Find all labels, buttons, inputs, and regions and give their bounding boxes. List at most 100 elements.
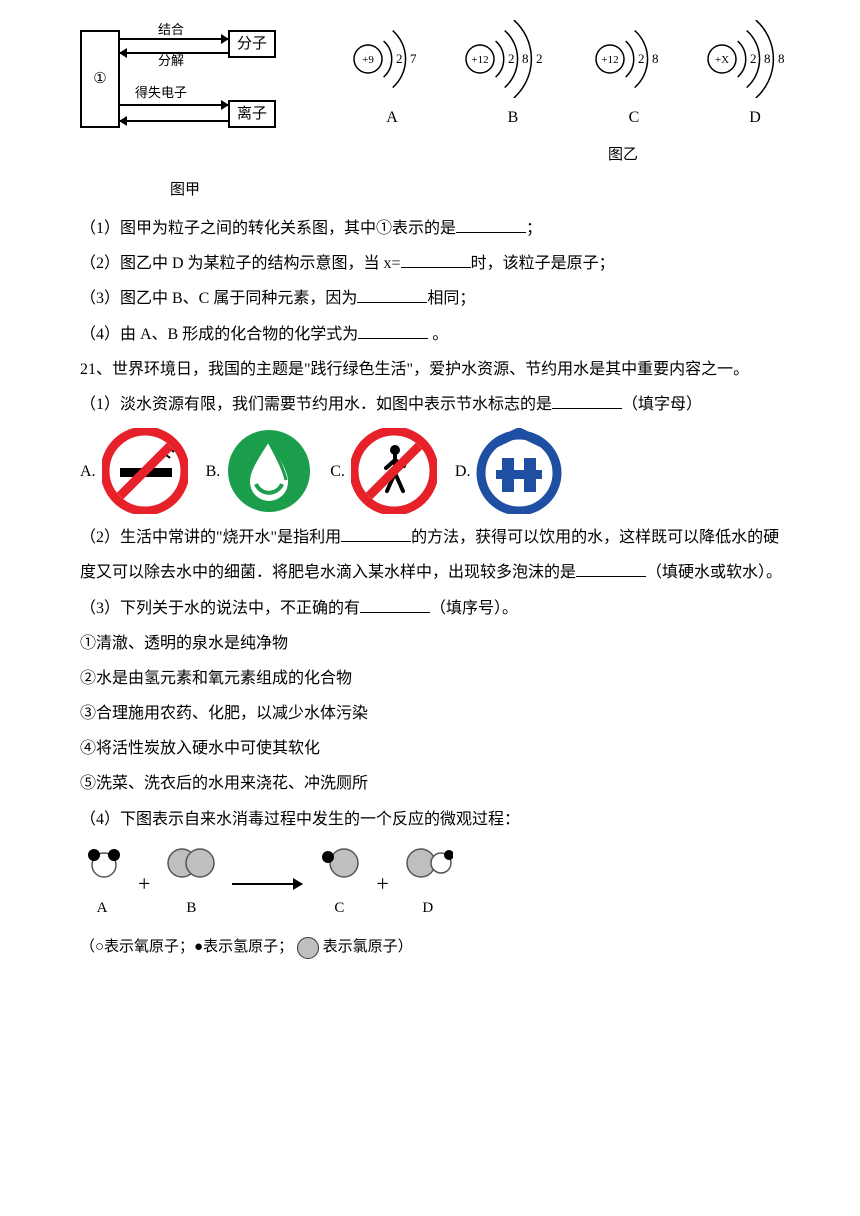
diagram-yi: +927A+12282B+1228C+X288D [350,20,806,135]
q4-end: 。 [428,326,448,343]
no-smoking-icon [102,428,188,514]
q21-3-text: （3）下列关于水的说法中，不正确的有 [80,600,360,617]
reaction-arrow [232,883,302,885]
q1-text: （1）图甲为粒子之间的转化关系图，其中①表示的是 [80,220,456,237]
opt5: ⑤洗菜、洗衣后的水用来浇花、冲洗厕所 [80,766,790,801]
q1: （1）图甲为粒子之间的转化关系图，其中①表示的是 ； [80,211,790,246]
q4: （4）由 A、B 形成的化合物的化学式为 。 [80,317,790,352]
q2-end: 时，该粒子是原子； [471,255,615,272]
caption-yi: 图乙 [440,139,806,172]
atom-c: +12 28 C [592,20,676,135]
legend: （○表示氧原子；●表示氢原子； 表示氯原子） [80,931,790,964]
box-fenzi: 分子 [228,30,276,58]
diagram-jia-wrap: ① 分子 离子 结合 分解 得失电子 图甲 [80,20,290,207]
legend-pre: （○表示氧原子；●表示氢原子； [80,939,293,955]
mol-b-label: B [164,892,218,925]
svg-text:7: 7 [410,51,417,66]
caption-jia: 图甲 [80,174,290,207]
q21-2c: （填硬水或软水）。 [646,564,782,581]
svg-text:8: 8 [652,51,659,66]
atom-a: +927A [350,20,434,135]
sign-c: C. [330,428,437,514]
sign-d-label: D. [455,454,471,489]
reaction-row: A + B C + D [80,843,790,925]
sign-b: B. [206,428,313,514]
svg-text:8: 8 [522,51,529,66]
atom-b: +12 282 B [462,20,564,135]
plus-1: + [138,860,150,908]
q1-end: ； [526,220,542,237]
q21-1a: （1）淡水资源有限，我们需要节约用水．如图中表示节水标志的是 [80,396,552,413]
sign-d: D. [455,428,563,514]
mol-d: D [403,843,453,925]
mol-a: A [80,843,124,925]
opt1: ①清澈、透明的泉水是纯净物 [80,626,790,661]
atom-label: C [592,100,676,135]
sign-b-label: B. [206,454,221,489]
molecule-c-icon [316,843,362,879]
signs-row: A. B. C. D. [80,428,790,514]
molecule-b-icon [164,843,218,879]
q21-intro: 21、世界环境日，我国的主题是"践行绿色生活"，爱护水资源、节约用水是其中重要内… [80,352,790,387]
svg-text:2: 2 [396,51,403,66]
mol-b: B [164,843,218,925]
q2: （2）图乙中 D 为某粒子的结构示意图，当 x= 时，该粒子是原子； [80,246,790,281]
q21-3: （3）下列关于水的说法中，不正确的有 （填序号）。 [80,591,790,626]
diagram-row: ① 分子 离子 结合 分解 得失电子 图甲 +927A+12282B+1228C… [80,20,790,207]
opt4: ④将活性炭放入硬水中可使其软化 [80,731,790,766]
atom-label: B [462,100,564,135]
box-lizi: 离子 [228,100,276,128]
sign-a: A. [80,428,188,514]
q2-text: （2）图乙中 D 为某粒子的结构示意图，当 x= [80,255,401,272]
svg-text:8: 8 [778,51,785,66]
label-deshi: 得失电子 [135,86,187,99]
atom-d: +X288D [704,20,806,135]
svg-text:2: 2 [536,51,543,66]
arrow-deshi-l [120,120,228,122]
svg-text:8: 8 [764,51,771,66]
q2-blank [401,252,471,268]
q3-blank [357,287,427,303]
chlorine-icon [297,937,319,959]
plus-2: + [376,860,388,908]
q21-1-blank [552,393,622,409]
q21-2: （2）生活中常讲的"烧开水"是指利用的方法，获得可以饮用的水，这样既可以降低水的… [80,520,790,590]
q21-3-blank [360,597,430,613]
q21-2-blank2 [576,561,646,577]
q21-4: （4）下图表示自来水消毒过程中发生的一个反应的微观过程： [80,802,790,837]
sign-c-label: C. [330,454,345,489]
q21-1b: （填字母） [622,396,702,413]
label-jiehe: 结合 [158,23,184,36]
molecule-d-icon [403,843,453,879]
diagram-jia: ① 分子 离子 结合 分解 得失电子 [80,20,290,170]
svg-text:+12: +12 [601,54,618,66]
q21-1: （1）淡水资源有限，我们需要节约用水．如图中表示节水标志的是 （填字母） [80,387,790,422]
q21-2a: （2）生活中常讲的"烧开水"是指利用 [80,529,341,546]
energy-save-icon [476,428,562,514]
q3-end: 相同； [427,290,475,307]
opt2: ②水是由氢元素和氧元素组成的化合物 [80,661,790,696]
mol-c-label: C [316,892,362,925]
q4-text: （4）由 A、B 形成的化合物的化学式为 [80,326,358,343]
svg-text:+12: +12 [471,54,488,66]
q21-3-end: （填序号）。 [430,600,518,617]
label-fenjie: 分解 [158,54,184,67]
svg-text:2: 2 [508,51,515,66]
legend-cl: 表示氯原子） [323,939,413,955]
svg-text:2: 2 [638,51,645,66]
box-1: ① [80,30,120,128]
arrow-jiehe [120,38,228,40]
diagram-yi-wrap: +927A+12282B+1228C+X288D 图乙 [350,20,806,172]
sign-a-label: A. [80,454,96,489]
atom-label: D [704,100,806,135]
arrow-deshi-r [120,104,228,106]
mol-a-label: A [80,892,124,925]
q3: （3）图乙中 B、C 属于同种元素，因为相同； [80,281,790,316]
mol-c: C [316,843,362,925]
mol-d-label: D [403,892,453,925]
molecule-a-icon [80,843,124,879]
water-save-icon [226,428,312,514]
opt3: ③合理施用农药、化肥，以减少水体污染 [80,696,790,731]
atom-label: A [350,100,434,135]
q1-blank [456,217,526,233]
